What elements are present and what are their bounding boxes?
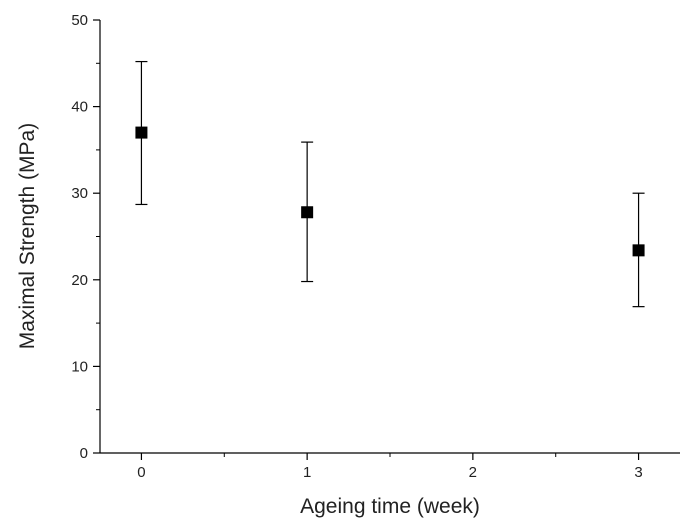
data-point xyxy=(632,244,645,257)
x-tick-label: 1 xyxy=(303,464,311,481)
x-axis-title: Ageing time (week) xyxy=(300,495,480,518)
x-tick-label: 3 xyxy=(634,464,642,481)
y-tick-label: 50 xyxy=(71,12,88,29)
x-tick-label: 2 xyxy=(469,464,477,481)
y-ticks: 0 10 20 30 40 50 xyxy=(71,12,100,462)
data-point xyxy=(135,126,148,139)
data-point xyxy=(301,206,314,219)
y-tick-label: 10 xyxy=(71,358,88,375)
y-tick-label: 20 xyxy=(71,272,88,289)
y-axis-title: Maximal Strength (MPa) xyxy=(16,123,39,349)
y-tick-label: 0 xyxy=(80,445,88,462)
axes xyxy=(99,20,680,454)
y-tick-label: 40 xyxy=(71,99,88,116)
x-ticks: 0 1 2 3 xyxy=(137,453,643,481)
data-marks xyxy=(135,60,645,308)
y-tick-label: 30 xyxy=(71,185,88,202)
x-tick-label: 0 xyxy=(137,464,145,481)
